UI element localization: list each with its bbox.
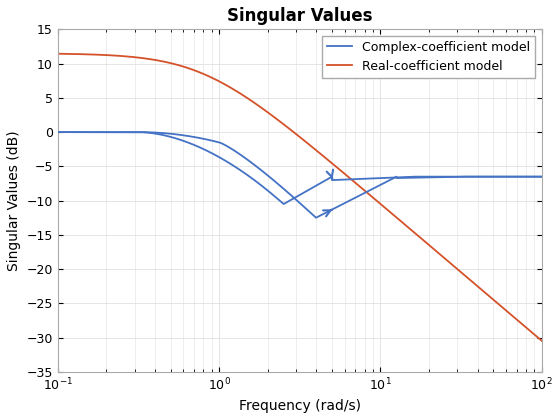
Legend: Complex-coefficient model, Real-coefficient model: Complex-coefficient model, Real-coeffici…: [323, 36, 535, 78]
Title: Singular Values: Singular Values: [227, 7, 372, 25]
X-axis label: Frequency (rad/s): Frequency (rad/s): [239, 399, 361, 413]
Y-axis label: Singular Values (dB): Singular Values (dB): [7, 130, 21, 271]
